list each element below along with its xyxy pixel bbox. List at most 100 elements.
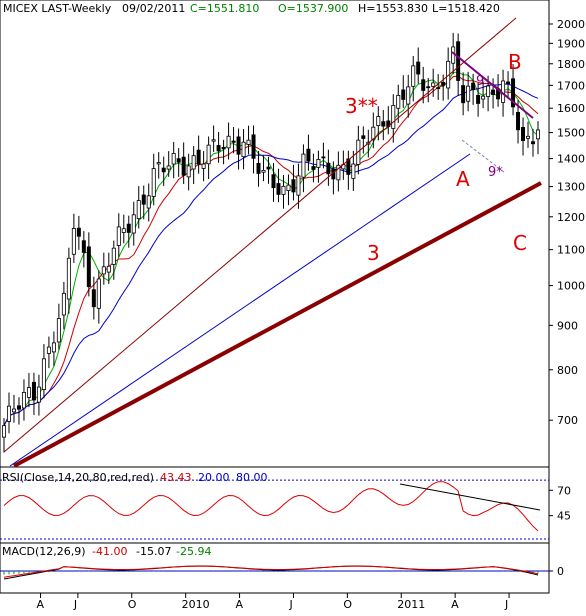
candle-body: [2, 425, 7, 438]
candle-body: [466, 85, 471, 102]
candle-body: [376, 116, 381, 126]
y-tick-label: 2000: [557, 18, 585, 31]
candle-body: [171, 153, 176, 165]
candle-body: [101, 266, 106, 275]
y-tick-label: 1800: [557, 58, 585, 71]
abc-dashed-line: [461, 139, 505, 173]
y-tick-label: 1300: [557, 181, 585, 194]
candle-body: [76, 227, 81, 237]
y-tick-label: 900: [557, 319, 578, 332]
candle-body: [506, 81, 511, 85]
candle-body: [321, 156, 326, 159]
overlays: [3, 17, 542, 468]
symbol-label: MICEX LAST-Weekly: [3, 2, 112, 15]
x-tick-label: 2010: [182, 598, 210, 611]
y-tick-label: 1900: [557, 37, 585, 50]
rsi-label: RSI(Close,14,20,80,red,red): [2, 471, 154, 484]
candle-body: [416, 61, 421, 75]
x-tick-label: J: [504, 598, 508, 611]
candle-body: [221, 147, 226, 150]
macd-plot: 0: [0, 565, 564, 580]
y-tick-label: 1400: [557, 153, 585, 166]
candle-body: [291, 179, 296, 193]
candle-body: [61, 292, 66, 316]
x-tick-label: O: [343, 598, 352, 611]
candle-body: [471, 82, 476, 91]
candle-body: [191, 155, 196, 170]
x-tick-label: 2011: [397, 598, 425, 611]
candle-body: [236, 136, 241, 155]
candle-body: [336, 164, 341, 181]
candle-body: [156, 162, 161, 165]
candle-body: [261, 169, 266, 173]
candle-body: [491, 89, 496, 95]
candle-body: [461, 85, 466, 104]
candle-body: [286, 184, 291, 191]
candle-body: [16, 405, 21, 410]
nine-star-label: 9*: [488, 165, 503, 180]
macd-value: -41.00: [92, 545, 127, 558]
y-tick-label: 1500: [557, 127, 585, 140]
candle-body: [166, 165, 171, 170]
x-tick-label: A: [236, 598, 244, 611]
candle-body: [316, 159, 321, 168]
rsi-tick-label: 70: [557, 484, 571, 497]
candle-body: [86, 246, 91, 288]
candle-body: [226, 135, 231, 149]
rsi-upper: 80.00: [236, 471, 268, 484]
candle-body: [526, 135, 531, 139]
candle-body: [206, 144, 211, 165]
blue-trend-line: [9, 153, 471, 467]
macd-label: MACD(12,26,9): [2, 545, 86, 558]
y-axis: 700 800 900 1000 1100 1200 1300 1400 1500 1600 170…: [549, 18, 585, 427]
candle-body: [241, 141, 246, 158]
candle-body: [91, 289, 96, 308]
candle-body: [21, 392, 26, 409]
candle-body: [176, 158, 181, 163]
candle-body: [301, 153, 306, 178]
macd-tick-label: 0: [557, 565, 564, 578]
candle-body: [146, 195, 151, 209]
purple-downtrend-line: [451, 51, 534, 119]
y-tick-label: 1000: [557, 280, 585, 293]
candle-body: [511, 78, 516, 108]
candle-body: [536, 129, 541, 140]
candle-body: [56, 318, 61, 343]
candle-body: [271, 174, 276, 189]
candle-body: [531, 141, 536, 145]
candle-body: [276, 183, 281, 195]
candle-body: [426, 86, 431, 89]
rsi-plot: 45 70: [0, 479, 571, 540]
candle-body: [346, 158, 351, 175]
rsi-value: 43.43: [160, 471, 192, 484]
macd-signal-line: [3, 565, 539, 578]
y-tick-label: 1100: [557, 244, 585, 257]
candle-body: [216, 145, 221, 152]
high-label: H=1553.830: [358, 2, 428, 15]
rsi-trend-line: [399, 483, 541, 511]
candle-body: [281, 185, 286, 195]
candle-body: [151, 168, 156, 197]
x-tick-label: J: [288, 598, 292, 611]
candle-body: [311, 166, 316, 170]
candle-body: [41, 358, 46, 390]
y-tick-label: 800: [557, 364, 578, 377]
wave-3-upper-label: 3**: [345, 94, 378, 118]
candle-body: [131, 214, 136, 234]
nine-label: 9: [476, 74, 484, 89]
candle-body: [181, 156, 186, 176]
candle-body: [481, 95, 486, 100]
candle-body: [406, 86, 411, 105]
x-tick-label: A: [451, 598, 459, 611]
wave-3-lower-label: 3: [367, 241, 380, 265]
candle-body: [251, 134, 256, 159]
candle-body: [396, 95, 401, 109]
x-tick-label: J: [73, 598, 77, 611]
date-label: 09/02/2011: [122, 2, 185, 15]
x-tick-label: A: [37, 598, 45, 611]
candle-body: [306, 148, 311, 162]
y-tick-label: 1200: [557, 211, 585, 224]
macd-hist-value: -25.94: [176, 545, 211, 558]
candle-body: [486, 85, 491, 97]
